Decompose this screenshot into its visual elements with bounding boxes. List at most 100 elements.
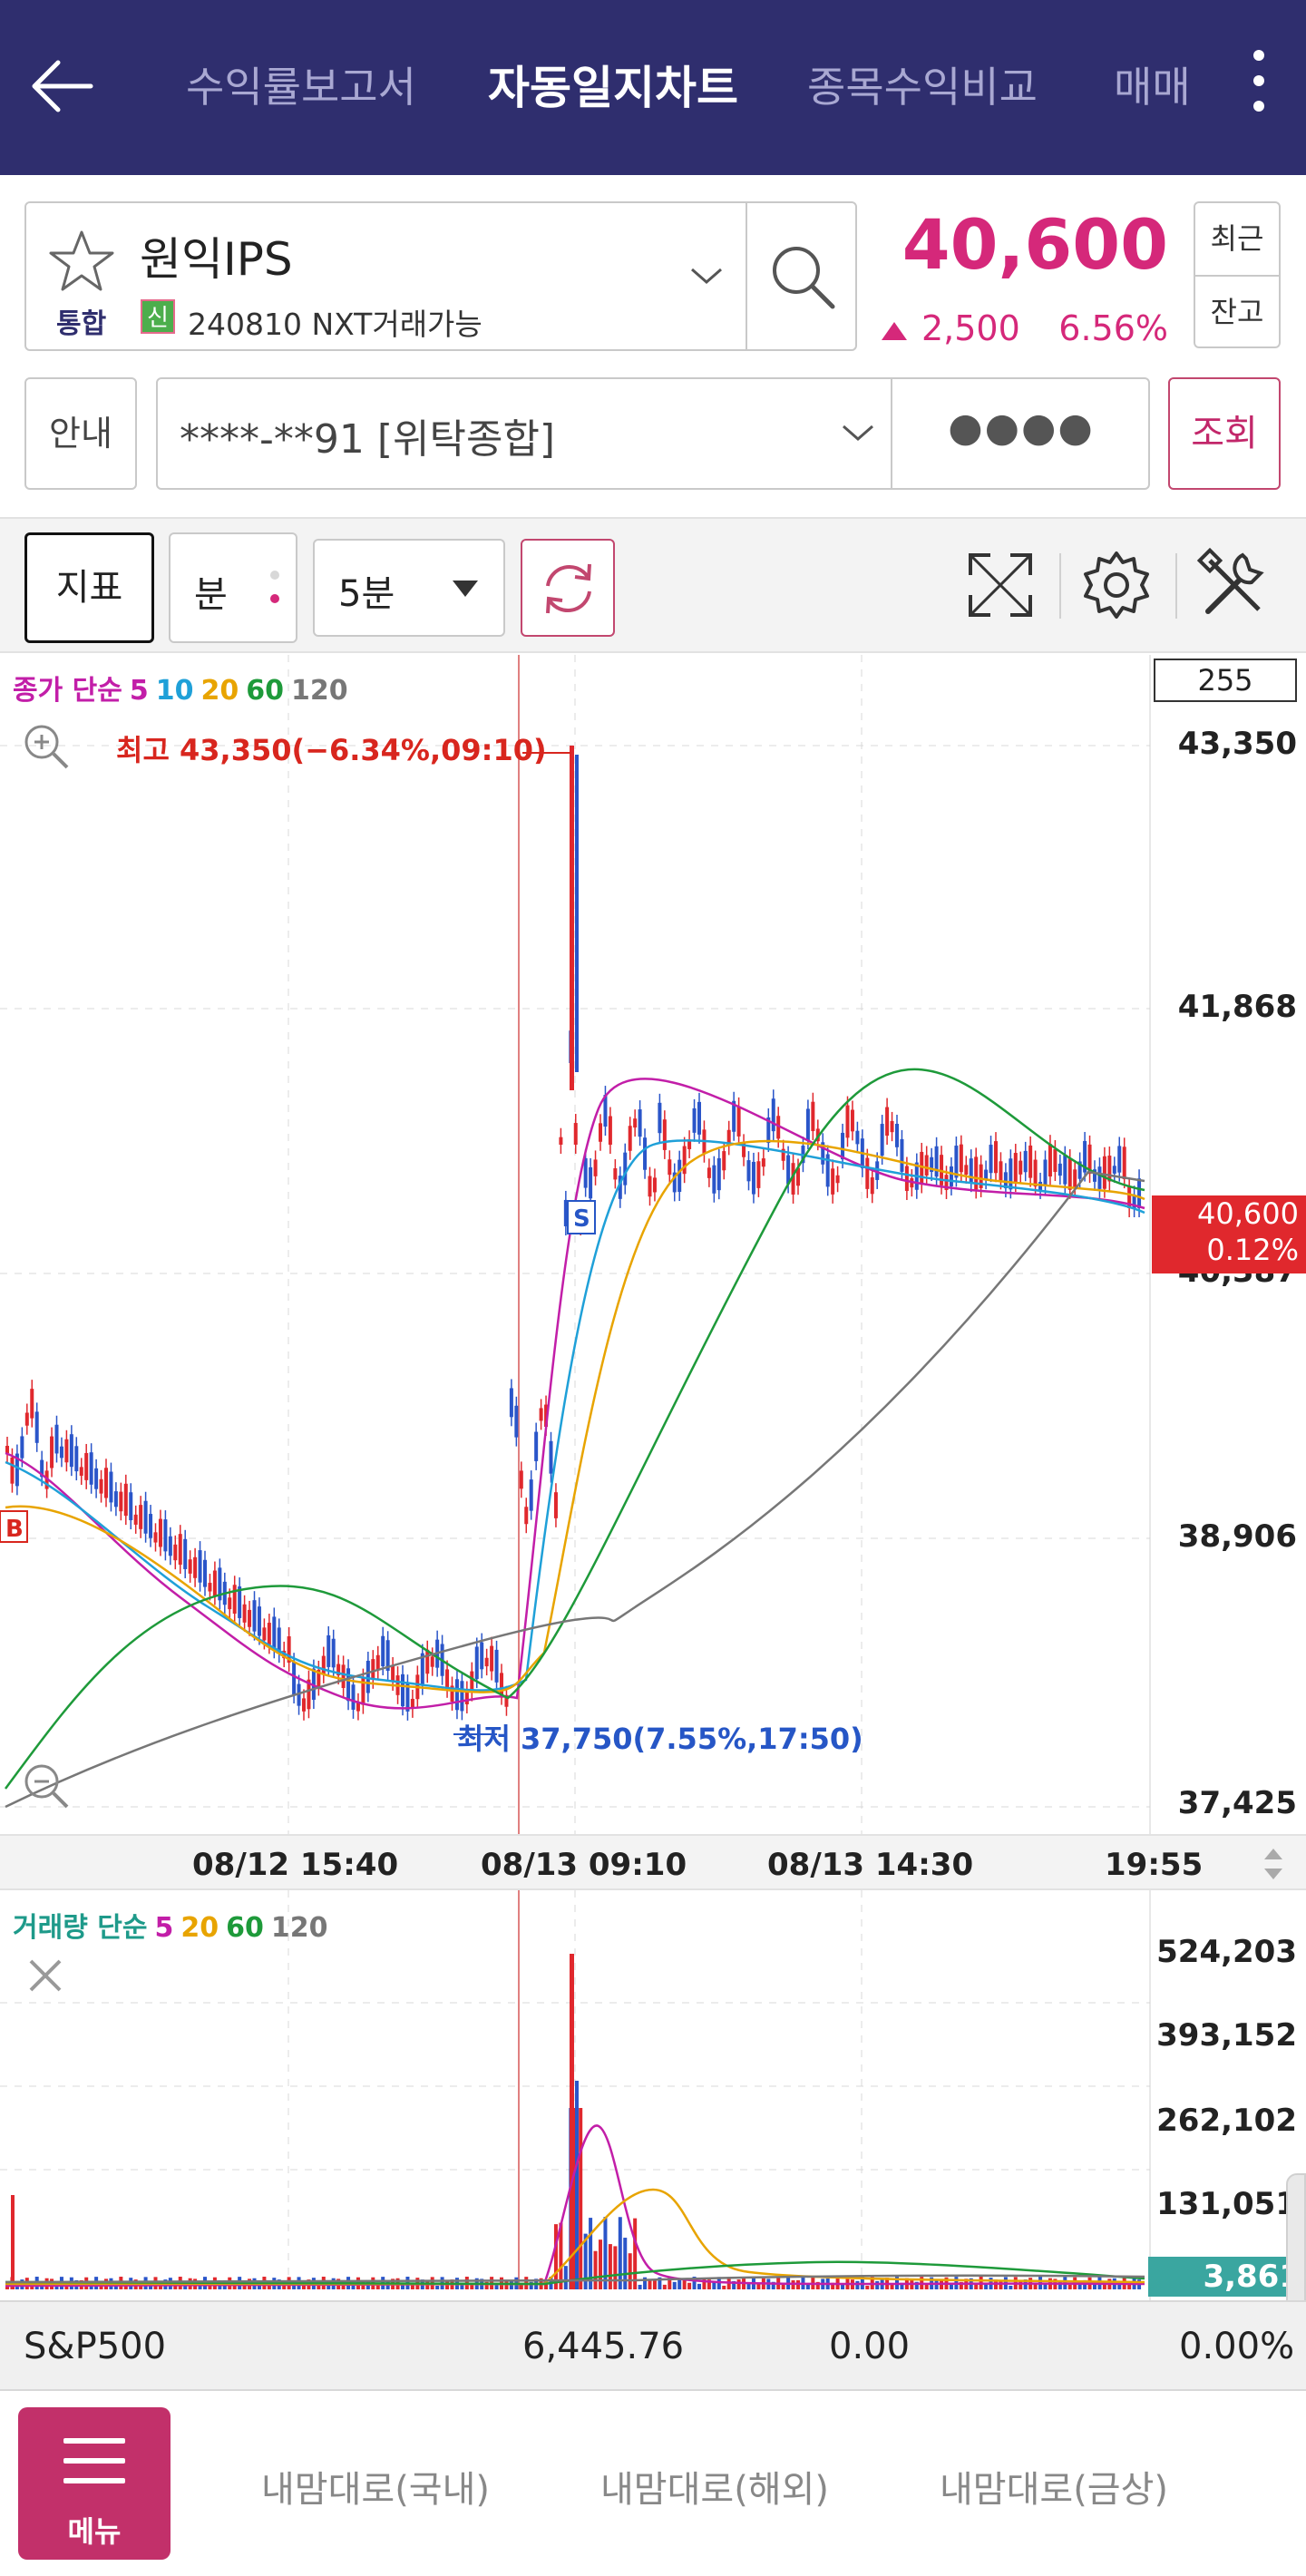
favorite-star-icon[interactable]	[49, 229, 114, 294]
candle-body	[786, 1155, 791, 1185]
volume-bar	[5, 2286, 9, 2289]
candle-body	[845, 1105, 850, 1138]
candle-body	[287, 1636, 291, 1663]
y-tick-label: 38,906	[1177, 1518, 1297, 1555]
chart-legend: 종가 단순 5 10 20 60 120	[13, 668, 356, 707]
candle-body	[129, 1492, 133, 1521]
candle-body	[722, 1151, 726, 1171]
scroll-updown-icon[interactable]	[1255, 1845, 1291, 1883]
candle-body	[391, 1665, 395, 1683]
settings-gear-icon[interactable]	[1077, 546, 1155, 624]
tools-icon[interactable]	[1195, 546, 1273, 624]
current-price-tag-pct: 0.12%	[1206, 1233, 1299, 1267]
volume-bar	[791, 2279, 795, 2289]
candle-body	[198, 1550, 202, 1583]
bottom-nav-item[interactable]: 내맘대로(금상)	[940, 2469, 1169, 2511]
candle-body	[712, 1165, 716, 1194]
candle-body	[776, 1116, 781, 1139]
index-ticker[interactable]: S&P500 6,445.76 0.00 0.00%	[0, 2300, 1306, 2391]
volume-bar	[732, 2280, 736, 2289]
candle-body	[218, 1567, 222, 1601]
bottom-nav-item[interactable]: 내맘대로(국내)	[261, 2469, 491, 2511]
candle-body	[119, 1491, 123, 1512]
search-icon[interactable]	[764, 238, 841, 315]
volume-bar	[999, 2280, 1003, 2289]
candle-body	[652, 1177, 657, 1193]
query-button[interactable]: 조회	[1168, 377, 1281, 490]
candle-body	[599, 1123, 602, 1142]
password-field[interactable]: ●●●●	[948, 405, 1095, 451]
candle-body	[974, 1156, 979, 1190]
hamburger-icon	[63, 2458, 125, 2464]
volume-bar	[643, 2277, 648, 2289]
volume-y-tick-label: 524,203	[1156, 1934, 1297, 1970]
legend-ma5: 5	[129, 675, 149, 707]
y-tick-label: 41,868	[1177, 989, 1297, 1025]
candle-body	[232, 1585, 237, 1615]
volume-bar	[317, 2283, 321, 2289]
price-change-pct: 6.56%	[1058, 308, 1168, 348]
candle-body	[460, 1681, 464, 1712]
info-button[interactable]: 안내	[24, 377, 137, 490]
chevron-down-icon[interactable]	[688, 262, 725, 289]
index-change: 0.00	[829, 2326, 911, 2367]
volume-chart[interactable]: 거래량 단순 5 20 60 120 524,203 393,152 262,102 1…	[0, 1890, 1306, 2300]
side-drawer-handle[interactable]	[1286, 2173, 1306, 2318]
candle-body	[668, 1159, 672, 1176]
volume-bar	[1067, 2284, 1072, 2289]
tab-stock-return-compare[interactable]: 종목수익비교	[807, 63, 1038, 112]
fullscreen-icon[interactable]	[961, 546, 1039, 624]
candle-body	[326, 1634, 331, 1667]
volume-bar	[831, 2282, 835, 2289]
account-selector[interactable]: ****-**91 [위탁종합] ●●●●	[156, 377, 1150, 490]
unit-button[interactable]: 분	[169, 532, 297, 643]
volume-bar	[559, 2222, 563, 2289]
candle-body	[1033, 1159, 1038, 1187]
close-icon[interactable]	[20, 1950, 71, 2001]
candle-body	[623, 1152, 628, 1186]
sell-marker-box	[567, 1200, 596, 1234]
candle-body	[10, 1457, 15, 1484]
zoom-out-icon[interactable]	[18, 1758, 73, 1812]
back-arrow-icon[interactable]	[27, 50, 100, 122]
candle-body	[726, 1129, 731, 1147]
candle-body	[964, 1165, 969, 1175]
candle-body	[890, 1120, 894, 1133]
volume-legend-ma60: 60	[226, 1912, 264, 1944]
volume-bar	[589, 2218, 593, 2289]
indicator-button[interactable]: 지표	[24, 532, 154, 643]
interval-select[interactable]: 5분	[313, 539, 505, 637]
tab-auto-journal-chart[interactable]: 자동일지차트	[488, 62, 738, 114]
menu-button[interactable]: 메뉴	[18, 2407, 171, 2560]
tab-trade[interactable]: 매매	[1114, 63, 1191, 112]
hamburger-icon	[63, 2438, 125, 2444]
volume-bar	[781, 2284, 785, 2289]
zoom-in-icon[interactable]	[18, 718, 73, 773]
refresh-button[interactable]	[521, 539, 615, 637]
high-annotation: 최고 43,350(−6.34%,09:10)	[116, 733, 547, 767]
bottom-nav-item[interactable]: 내맘대로(해외)	[600, 2469, 830, 2511]
x-tick-label: 08/13 14:30	[767, 1847, 974, 1883]
volume-bar	[736, 2279, 741, 2289]
volume-bar	[326, 2282, 331, 2289]
volume-bar	[570, 1954, 574, 2289]
stock-selector[interactable]: 원익IPS 통합 신 240810 NXT거래가능	[24, 201, 857, 351]
balance-button[interactable]: 잔고	[1210, 295, 1264, 329]
candle-body	[736, 1106, 741, 1137]
tab-return-report[interactable]: 수익률보고서	[186, 63, 416, 112]
dot-icon	[270, 594, 279, 603]
candle-body	[228, 1597, 232, 1610]
chevron-down-icon[interactable]	[840, 419, 876, 446]
bottom-nav: 메뉴 내맘대로(국내) 내맘대로(해외) 내맘대로(금상)	[0, 2391, 1306, 2576]
volume-bar	[841, 2283, 845, 2289]
candle-body	[583, 1157, 588, 1188]
candle-body	[79, 1467, 83, 1476]
more-menu-icon[interactable]	[1241, 50, 1277, 126]
recent-button[interactable]: 최근	[1210, 221, 1264, 256]
candle-body	[188, 1559, 192, 1574]
candle-body	[959, 1144, 963, 1173]
candle-body	[40, 1459, 44, 1478]
candle-body	[924, 1155, 929, 1176]
candle-body	[425, 1649, 430, 1674]
